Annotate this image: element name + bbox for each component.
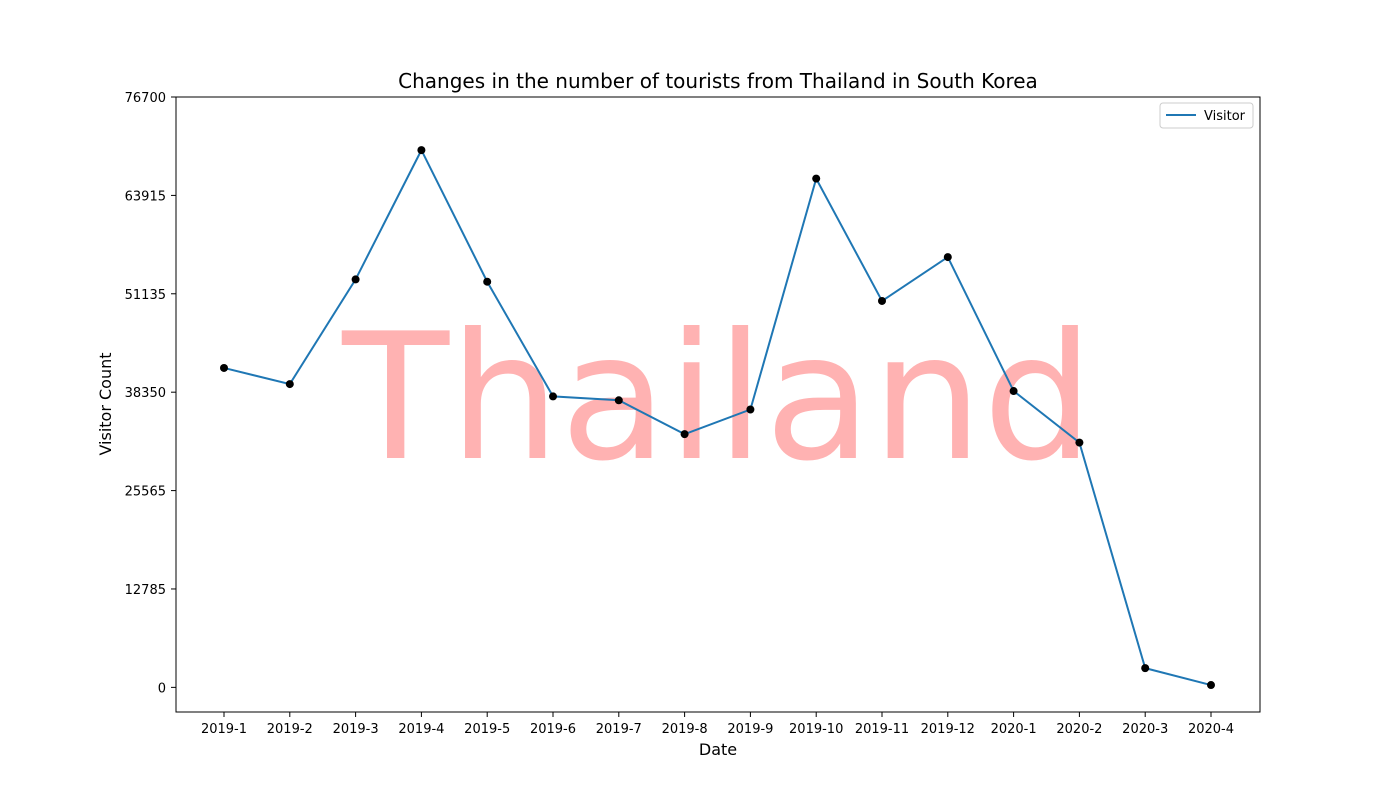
x-axis-title: Date [699,740,737,759]
data-point [878,296,886,305]
legend-box [1159,102,1254,129]
data-point [285,380,294,389]
x-tick-label: 2020-3 [1122,722,1168,737]
data-point [746,405,755,414]
data-point [812,174,821,183]
x-tick-label: 2019-2 [267,722,313,737]
y-axis-title: Visitor Count [96,352,115,455]
data-point [1207,681,1215,690]
data-point [614,396,623,405]
plot-area [175,96,1261,713]
data-point [351,275,360,284]
y-tick-label: 51135 [125,288,166,303]
watermark-text: Thailand [341,297,1094,500]
x-tick-label: 2019-9 [727,722,773,737]
x-tick-label: 2020-2 [1056,722,1102,737]
data-point [220,363,228,372]
x-axis: 2019-1 2019-2 2019-3 2019-4 2019-5 2019-6 2019… [201,712,1234,737]
y-tick-label: 38350 [125,386,166,401]
x-tick-label: 2019-10 [789,722,843,737]
legend: Visitor [1159,102,1254,129]
x-tick-label: 2020-1 [991,722,1037,737]
y-axis: 0 12785 25565 38350 51135 63915 76700 [125,91,176,696]
y-tick-label: 12785 [125,583,166,598]
y-tick-label: 0 [158,681,166,696]
series-line-visitor [223,147,1212,687]
x-tick-label: 2019-5 [464,722,510,737]
x-tick-label: 2019-4 [398,722,444,737]
x-tick-label: 2019-8 [662,722,708,737]
x-tick-label: 2019-3 [333,722,379,737]
y-tick-label: 63915 [125,189,166,204]
data-point [680,430,689,439]
data-point [483,277,492,286]
x-tick-label: 2019-6 [530,722,576,737]
data-point [417,146,426,155]
data-point [549,392,557,401]
x-tick-label: 2019-12 [921,722,975,737]
data-point [1009,387,1018,396]
legend-label: Visitor [1204,109,1246,124]
x-tick-label: 2020-4 [1188,722,1234,737]
x-tick-label: 2019-11 [855,722,909,737]
chart-title: Changes in the number of tourists from T… [398,69,1038,93]
x-tick-label: 2019-1 [201,722,247,737]
series-layer [220,146,1215,690]
y-tick-label: 25565 [125,485,166,500]
data-point [943,253,952,262]
data-point [1141,664,1150,673]
y-tick-label: 76700 [125,91,166,106]
data-point [1075,438,1084,447]
x-tick-label: 2019-7 [596,722,642,737]
